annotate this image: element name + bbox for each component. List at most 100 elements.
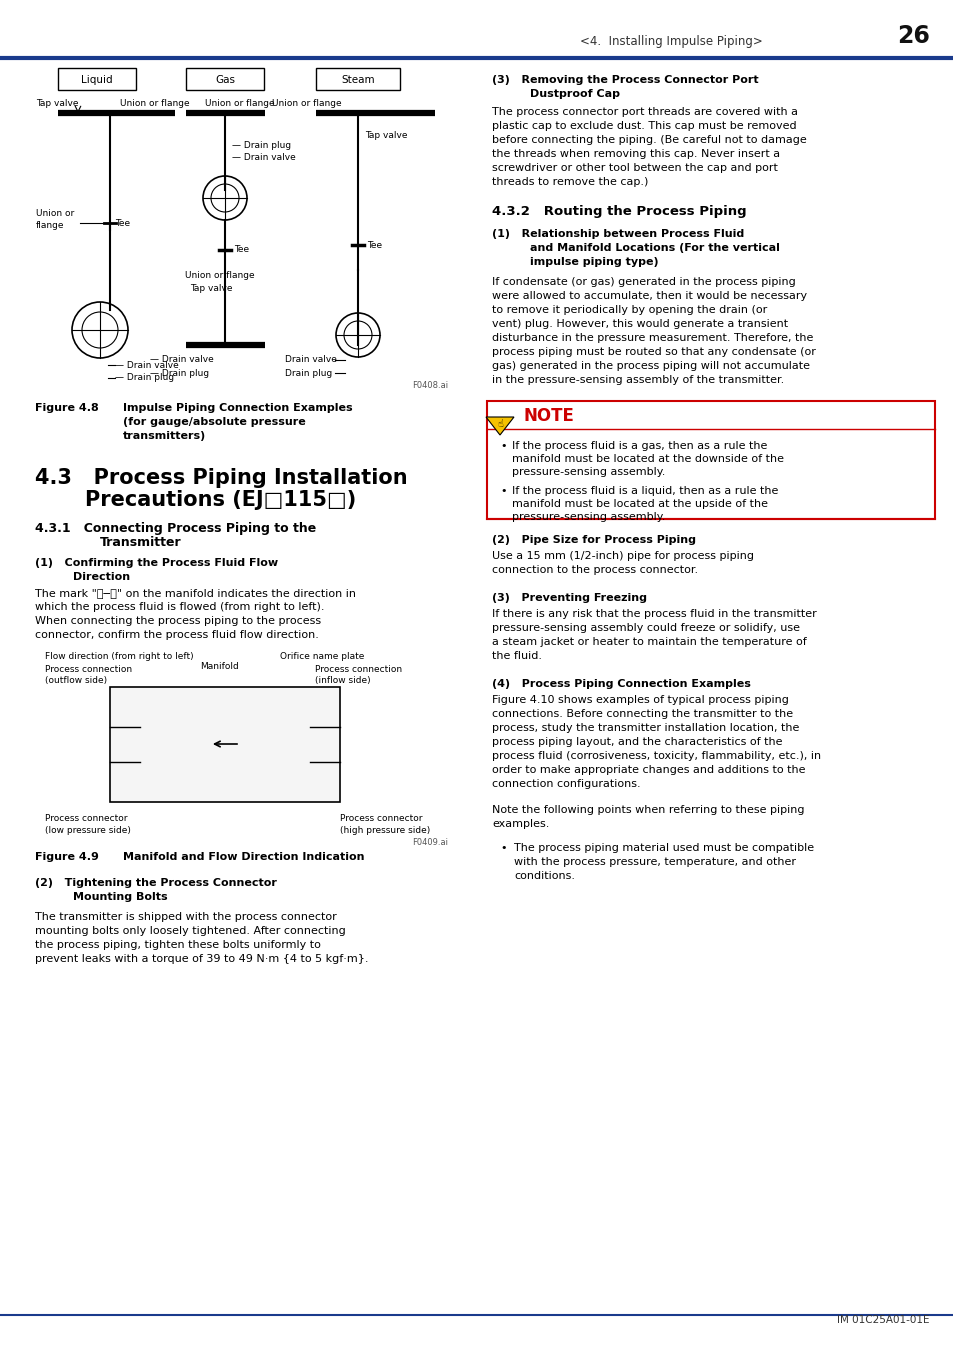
Text: plastic cap to exclude dust. This cap must be removed: plastic cap to exclude dust. This cap mu… (492, 122, 796, 131)
Text: a steam jacket or heater to maintain the temperature of: a steam jacket or heater to maintain the… (492, 637, 806, 647)
Text: NOTE: NOTE (523, 406, 575, 425)
Text: connection to the process connector.: connection to the process connector. (492, 566, 698, 575)
Polygon shape (485, 417, 514, 435)
Text: When connecting the process piping to the process: When connecting the process piping to th… (35, 616, 321, 626)
Text: Impulse Piping Connection Examples: Impulse Piping Connection Examples (123, 404, 353, 413)
FancyBboxPatch shape (486, 401, 934, 518)
Text: were allowed to accumulate, then it would be necessary: were allowed to accumulate, then it woul… (492, 292, 806, 301)
Text: Steam: Steam (341, 76, 375, 85)
Text: Mounting Bolts: Mounting Bolts (73, 892, 168, 902)
Text: (outflow side): (outflow side) (45, 676, 107, 684)
Text: Process connector: Process connector (339, 814, 422, 824)
Text: Use a 15 mm (1/2-inch) pipe for process piping: Use a 15 mm (1/2-inch) pipe for process … (492, 551, 753, 562)
Text: F0409.ai: F0409.ai (412, 838, 448, 846)
Text: Dustproof Cap: Dustproof Cap (530, 89, 619, 99)
Text: (inflow side): (inflow side) (314, 676, 370, 684)
Text: screwdriver or other tool between the cap and port: screwdriver or other tool between the ca… (492, 163, 777, 173)
Text: before connecting the piping. (Be careful not to damage: before connecting the piping. (Be carefu… (492, 135, 806, 144)
FancyBboxPatch shape (186, 68, 264, 90)
Text: — Drain plug: — Drain plug (150, 369, 209, 378)
Text: Union or flange: Union or flange (272, 99, 341, 108)
Text: The process piping material used must be compatible: The process piping material used must be… (514, 842, 813, 853)
Text: The process connector port threads are covered with a: The process connector port threads are c… (492, 107, 797, 117)
Text: Figure 4.10 shows examples of typical process piping: Figure 4.10 shows examples of typical pr… (492, 695, 788, 705)
Text: flange: flange (36, 221, 65, 230)
Text: •: • (499, 441, 506, 451)
Text: mounting bolts only loosely tightened. After connecting: mounting bolts only loosely tightened. A… (35, 926, 345, 936)
Text: — Drain valve: — Drain valve (232, 154, 295, 162)
Text: Process connection: Process connection (45, 666, 132, 674)
Text: If the process fluid is a gas, then as a rule the: If the process fluid is a gas, then as a… (512, 441, 766, 451)
Text: prevent leaks with a torque of 39 to 49 N·m {4 to 5 kgf·m}.: prevent leaks with a torque of 39 to 49 … (35, 954, 368, 964)
Text: Precautions (EJ□115□): Precautions (EJ□115□) (85, 490, 355, 510)
Text: process piping must be routed so that any condensate (or: process piping must be routed so that an… (492, 347, 815, 356)
Text: (1)   Relationship between Process Fluid: (1) Relationship between Process Fluid (492, 230, 743, 239)
Text: Transmitter: Transmitter (100, 536, 181, 549)
Text: (3)   Removing the Process Connector Port: (3) Removing the Process Connector Port (492, 76, 758, 85)
Text: (for gauge/absolute pressure: (for gauge/absolute pressure (123, 417, 305, 427)
Text: Tee: Tee (115, 219, 130, 228)
Text: Tap valve: Tap valve (190, 284, 233, 293)
Text: (2)   Tightening the Process Connector: (2) Tightening the Process Connector (35, 878, 276, 888)
Text: (low pressure side): (low pressure side) (45, 826, 131, 836)
Text: 4.3.1   Connecting Process Piping to the: 4.3.1 Connecting Process Piping to the (35, 522, 315, 535)
Text: Drain valve: Drain valve (285, 355, 336, 364)
Text: disturbance in the pressure measurement. Therefore, the: disturbance in the pressure measurement.… (492, 333, 813, 343)
Text: Tee: Tee (367, 240, 382, 250)
Text: Gas: Gas (214, 76, 234, 85)
Text: Flow direction (from right to left): Flow direction (from right to left) (45, 652, 193, 662)
Text: conditions.: conditions. (514, 871, 575, 882)
Text: Figure 4.9: Figure 4.9 (35, 852, 99, 863)
Text: Tap valve: Tap valve (36, 99, 78, 108)
Text: which the process fluid is flowed (from right to left).: which the process fluid is flowed (from … (35, 602, 324, 612)
Text: Figure 4.8: Figure 4.8 (35, 404, 99, 413)
FancyBboxPatch shape (58, 68, 136, 90)
Text: the process piping, tighten these bolts uniformly to: the process piping, tighten these bolts … (35, 940, 320, 950)
Text: process piping layout, and the characteristics of the: process piping layout, and the character… (492, 737, 781, 747)
Text: connector, confirm the process fluid flow direction.: connector, confirm the process fluid flo… (35, 630, 318, 640)
Text: 26: 26 (896, 24, 929, 49)
Text: process, study the transmitter installation location, the: process, study the transmitter installat… (492, 724, 799, 733)
Text: with the process pressure, temperature, and other: with the process pressure, temperature, … (514, 857, 795, 867)
Text: If there is any risk that the process fluid in the transmitter: If there is any risk that the process fl… (492, 609, 816, 620)
Text: Note the following points when referring to these piping: Note the following points when referring… (492, 805, 803, 815)
Text: to remove it periodically by opening the drain (or: to remove it periodically by opening the… (492, 305, 766, 315)
Text: Manifold and Flow Direction Indication: Manifold and Flow Direction Indication (123, 852, 364, 863)
Text: — Drain valve: — Drain valve (150, 355, 213, 364)
Text: Orifice name plate: Orifice name plate (280, 652, 364, 662)
Text: (high pressure side): (high pressure side) (339, 826, 430, 836)
Text: •: • (499, 842, 506, 853)
Text: Union or flange: Union or flange (185, 271, 254, 279)
Text: the fluid.: the fluid. (492, 651, 541, 661)
Text: Drain plug: Drain plug (285, 369, 332, 378)
Text: impulse piping type): impulse piping type) (530, 256, 658, 267)
Text: ☝: ☝ (497, 418, 502, 429)
Text: manifold must be located at the upside of the: manifold must be located at the upside o… (512, 500, 767, 509)
Text: Union or flange: Union or flange (205, 99, 274, 108)
Text: connections. Before connecting the transmitter to the: connections. Before connecting the trans… (492, 709, 792, 720)
Text: 4.3.2   Routing the Process Piping: 4.3.2 Routing the Process Piping (492, 205, 746, 217)
Text: Manifold: Manifold (200, 662, 239, 671)
Text: Union or: Union or (36, 209, 74, 217)
Text: in the pressure-sensing assembly of the transmitter.: in the pressure-sensing assembly of the … (492, 375, 783, 385)
Text: pressure-sensing assembly could freeze or solidify, use: pressure-sensing assembly could freeze o… (492, 622, 800, 633)
Text: pressure-sensing assembly.: pressure-sensing assembly. (512, 512, 664, 522)
Text: The transmitter is shipped with the process connector: The transmitter is shipped with the proc… (35, 913, 336, 922)
Text: transmitters): transmitters) (123, 431, 206, 441)
Text: — Drain plug: — Drain plug (115, 374, 174, 382)
Text: order to make appropriate changes and additions to the: order to make appropriate changes and ad… (492, 765, 804, 775)
Text: (1)   Confirming the Process Fluid Flow: (1) Confirming the Process Fluid Flow (35, 558, 278, 568)
Text: Liquid: Liquid (81, 76, 112, 85)
Text: Tap valve: Tap valve (365, 131, 407, 139)
Text: <4.  Installing Impulse Piping>: <4. Installing Impulse Piping> (579, 35, 762, 49)
FancyBboxPatch shape (110, 687, 339, 802)
Text: IM 01C25A01-01E: IM 01C25A01-01E (837, 1315, 929, 1324)
Text: connection configurations.: connection configurations. (492, 779, 640, 788)
Text: Tee: Tee (233, 246, 249, 255)
Text: gas) generated in the process piping will not accumulate: gas) generated in the process piping wil… (492, 360, 809, 371)
Text: vent) plug. However, this would generate a transient: vent) plug. However, this would generate… (492, 319, 787, 329)
Text: 4.3   Process Piping Installation: 4.3 Process Piping Installation (35, 468, 407, 487)
Text: If condensate (or gas) generated in the process piping: If condensate (or gas) generated in the … (492, 277, 795, 288)
Text: and Manifold Locations (For the vertical: and Manifold Locations (For the vertical (530, 243, 779, 252)
Text: Process connection: Process connection (314, 666, 402, 674)
